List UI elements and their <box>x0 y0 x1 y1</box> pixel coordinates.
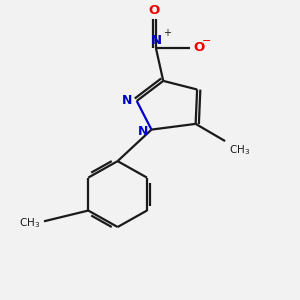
Text: O: O <box>193 41 205 54</box>
Text: O: O <box>149 4 160 17</box>
Text: N: N <box>150 34 161 46</box>
Text: CH$_3$: CH$_3$ <box>19 216 40 230</box>
Text: CH$_3$: CH$_3$ <box>229 143 250 157</box>
Text: N: N <box>137 124 148 137</box>
Text: N: N <box>122 94 133 107</box>
Text: −: − <box>202 36 212 46</box>
Text: +: + <box>163 28 171 38</box>
